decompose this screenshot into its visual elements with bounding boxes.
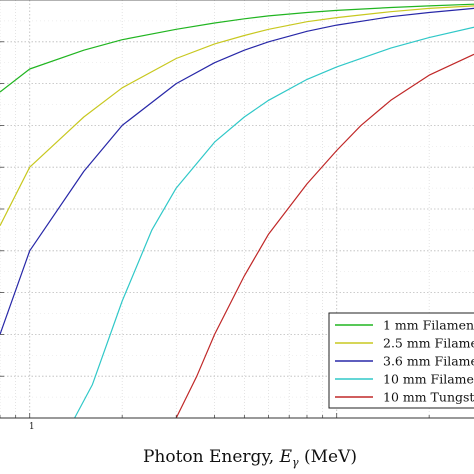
legend-entry-3: 3.6 mm Filament [383, 354, 474, 369]
series-line-3 [0, 7, 474, 335]
axes [0, 0, 474, 419]
grid [0, 0, 474, 418]
legend-entry-2: 2.5 mm Filament [383, 336, 474, 351]
x-tick-label: 1 [29, 422, 35, 432]
legend-entry-4: 10 mm Filament [383, 372, 474, 387]
series-line-5 [175, 53, 474, 419]
x-axis-label: Photon Energy, Eγ (MeV) [143, 447, 357, 469]
series-line-2 [0, 5, 474, 226]
series-line-1 [0, 3, 474, 93]
legend-entry-5: 10 mm Tungsten [383, 390, 474, 405]
legend: 1 mm Filament 2.5 mm Filament 3.6 mm Filam… [328, 312, 474, 409]
series-lines [0, 3, 474, 419]
tick-labels: 1 [29, 422, 35, 432]
series-line-4 [74, 26, 474, 419]
legend-entry-1: 1 mm Filament [383, 318, 474, 333]
